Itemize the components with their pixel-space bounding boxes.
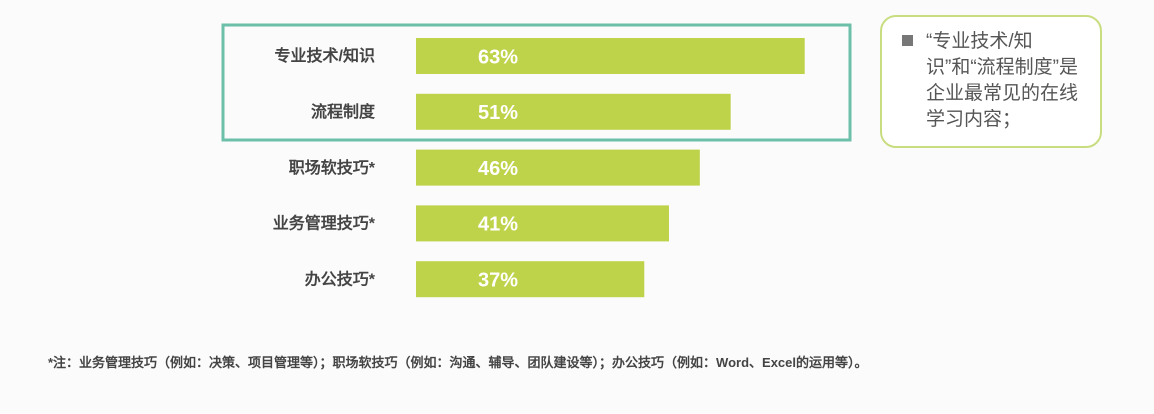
- value-label: 46%: [478, 158, 518, 180]
- category-label: 职场软技巧*: [289, 158, 376, 177]
- bar: [416, 38, 805, 74]
- annotation: “专业技术/知识”和“流程制度”是企业最常见的在线学习内容；: [926, 31, 1079, 130]
- highlight-box: [221, 23, 852, 142]
- category-label: 业务管理技巧*: [273, 214, 376, 233]
- bar: [416, 93, 731, 130]
- category-label: 办公技巧*: [305, 269, 376, 288]
- value-label: 51%: [478, 102, 518, 124]
- bar: [416, 149, 700, 186]
- footnote: *注：业务管理技巧（例如：决策、项目管理等）；职场软技巧（例如：沟通、辅导、团队…: [48, 355, 868, 370]
- annotation-box: “专业技术/知识”和“流程制度”是企业最常见的在线学习内容；: [880, 15, 1102, 148]
- bar: [416, 261, 645, 298]
- value-label: 63%: [478, 46, 518, 68]
- value-label: 41%: [478, 214, 518, 236]
- value-label: 37%: [478, 269, 518, 291]
- category-label: 流程制度: [311, 102, 376, 121]
- bar: [416, 205, 669, 242]
- bullet: [902, 35, 913, 46]
- category-label: 专业技术/知识: [275, 46, 375, 65]
